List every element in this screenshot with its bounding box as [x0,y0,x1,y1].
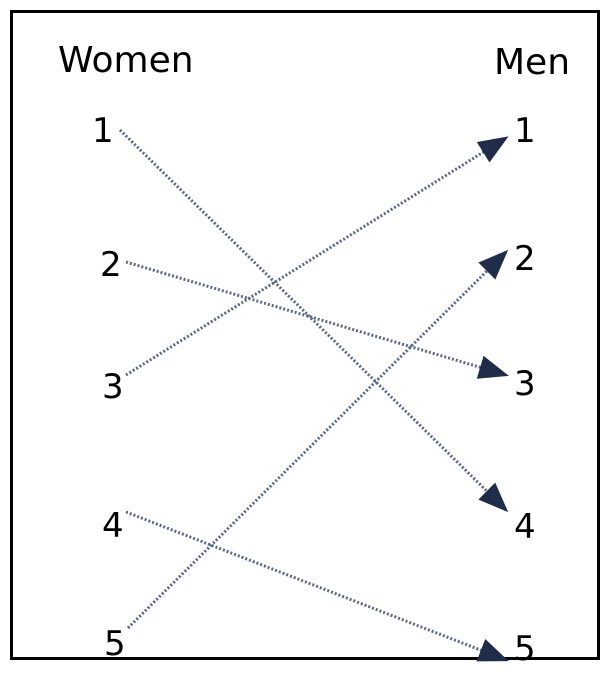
women-node-2: 2 [100,245,122,285]
women-node-3: 3 [102,367,124,407]
men-node-4: 4 [514,507,536,547]
men-heading: Men [494,42,570,83]
men-node-2: 2 [514,239,536,279]
arrow-women-5-to-men-2 [126,249,509,630]
men-node-5: 5 [514,629,536,669]
arrow-women-2-to-men-3 [125,260,509,379]
left-column: 1 2 3 4 5 [92,111,126,664]
women-heading: Women [58,40,194,81]
arrow-women-3-to-men-1 [125,136,509,377]
arrow-women-1-to-men-4 [118,128,509,513]
women-node-4: 4 [102,506,124,546]
arrow-women-4-to-men-5 [125,510,509,662]
match-arrows [118,128,509,662]
diagram-frame [10,10,600,660]
right-column: 1 2 3 4 5 [514,111,536,669]
men-node-3: 3 [514,364,536,404]
women-node-5: 5 [104,624,126,664]
women-node-1: 1 [92,111,114,151]
men-node-1: 1 [514,111,536,151]
